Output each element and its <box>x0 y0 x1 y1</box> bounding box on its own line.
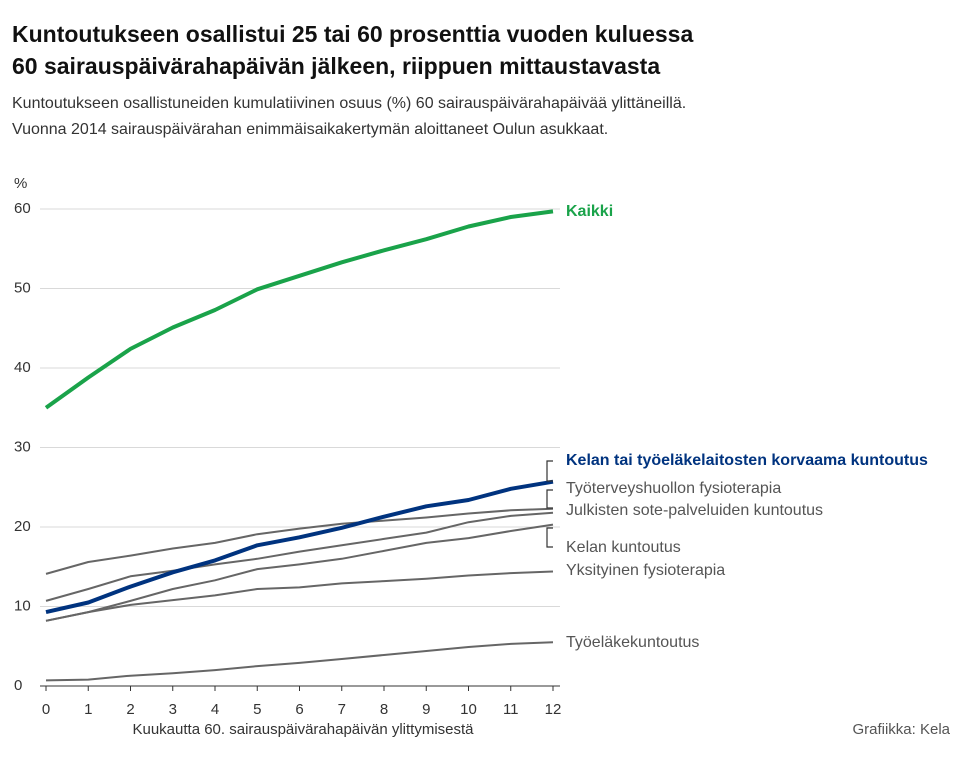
x-tick-label: 9 <box>422 701 430 718</box>
series-label: Julkisten sote-palveluiden kuntoutus <box>566 502 823 519</box>
series-line <box>45 507 554 575</box>
y-unit: % <box>14 175 27 192</box>
y-tick-label: 60 <box>14 200 31 217</box>
series-label: Yksityinen fysioterapia <box>566 562 725 579</box>
series-line <box>45 641 554 682</box>
series-line <box>44 209 554 410</box>
x-axis-label: Kuukautta 60. sairauspäivärahapäivän yli… <box>132 721 474 738</box>
x-tick-label: 0 <box>42 701 50 718</box>
y-tick-label: 0 <box>14 677 22 694</box>
chart-title: Kuntoutukseen osallistui 25 tai 60 prose… <box>12 21 693 79</box>
x-tick-label: 7 <box>338 701 346 718</box>
y-tick-label: 20 <box>14 518 31 535</box>
x-tick-label: 4 <box>211 701 219 718</box>
series-line <box>45 523 554 622</box>
series-label: Kelan tai työeläkelaitosten korvaama kun… <box>566 452 928 469</box>
y-tick-label: 30 <box>14 438 31 455</box>
y-tick-label: 40 <box>14 359 31 376</box>
series-label: Työterveyshuollon fysioterapia <box>566 480 781 497</box>
series-line <box>45 570 554 622</box>
series-label: Työeläkekuntoutus <box>566 634 699 651</box>
series-line <box>45 511 554 602</box>
series-label: Kaikki <box>566 203 613 220</box>
source: Grafiikka: Kela <box>852 721 950 738</box>
x-tick-label: 10 <box>460 701 477 718</box>
connector <box>546 527 553 548</box>
x-tick-label: 6 <box>295 701 303 718</box>
x-tick-label: 8 <box>380 701 388 718</box>
connector <box>546 460 553 482</box>
subtitle: Vuonna 2014 sairauspäivärahan enimmäisai… <box>12 121 608 138</box>
series-line <box>45 479 554 615</box>
connector <box>546 489 553 509</box>
y-tick-label: 50 <box>14 279 31 296</box>
y-tick-label: 10 <box>14 597 31 614</box>
subtitle: Kuntoutukseen osallistuneiden kumulatiiv… <box>12 95 686 112</box>
x-tick-label: 12 <box>545 701 562 718</box>
x-tick-label: 3 <box>169 701 177 718</box>
x-tick-label: 1 <box>84 701 92 718</box>
x-tick-label: 11 <box>503 701 519 718</box>
x-tick-label: 2 <box>126 701 134 718</box>
series-label: Kelan kuntoutus <box>566 539 681 556</box>
x-tick-label: 5 <box>253 701 261 718</box>
